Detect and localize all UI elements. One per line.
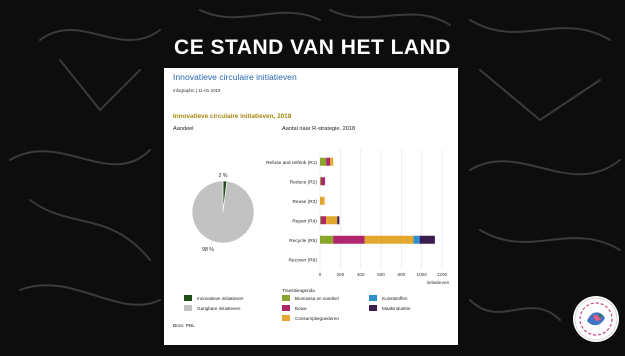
card-meta: Infographic | 11-01-2019: [173, 88, 221, 93]
category-label-2: Reuse (R3): [292, 199, 317, 205]
x-axis-label: initiatieven: [427, 280, 450, 286]
legend-swatch-kunststoffen: [369, 295, 377, 301]
x-tick-label-3: 600: [377, 272, 385, 277]
x-tick-label-4: 800: [397, 272, 405, 277]
bar-4-0: [320, 235, 334, 244]
infographic-card: Innovatieve circulaire initiatieven Info…: [164, 68, 458, 345]
category-label-0: Refuse and rethink (R1): [266, 160, 317, 166]
legend-gangbaar: Gangbare initiatieven: [184, 305, 240, 311]
card-heading[interactable]: Innovatieve circulaire initiatieven: [173, 72, 297, 82]
share-label: Aandeel: [173, 126, 194, 132]
bar-0-0: [320, 157, 327, 166]
category-label-5: Recover (R6): [288, 257, 317, 263]
infographic-title: Innovatieve circulaire initiatieven, 201…: [173, 113, 292, 120]
legend-consumptiegoederen: Consumptiegoederen: [282, 315, 339, 321]
x-tick-label-2: 400: [357, 272, 365, 277]
legend-bouw: Bouw: [282, 305, 307, 311]
pie-label-gangbaar: 98 %: [202, 247, 214, 253]
category-label-4: Recycle (R5): [289, 238, 317, 244]
logo-emblem-icon: [574, 297, 618, 341]
legend-biomassa: Biomassa en voedsel: [282, 295, 339, 301]
legend-label-maakindustrie: Maakindustrie: [382, 305, 411, 311]
legend-swatch-gangbaar: [184, 305, 192, 311]
x-tick-label-1: 200: [336, 272, 344, 277]
legend-swatch-consumptiegoederen: [282, 315, 290, 321]
bar-1-1: [321, 177, 326, 186]
x-tick-label-6: 1200: [437, 272, 448, 277]
x-tick-label-5: 1000: [417, 272, 428, 277]
legend-swatch-bouw: [282, 305, 290, 311]
bar-3-1: [321, 216, 327, 225]
legend-label-kunststoffen: Kunststoffen: [382, 295, 408, 301]
legend-label-biomassa: Biomassa en voedsel: [295, 295, 339, 301]
bar-1-0: [320, 177, 322, 186]
bar-4-2: [364, 235, 414, 244]
legend-label-consumptiegoederen: Consumptiegoederen: [295, 315, 339, 321]
bar-4-1: [333, 235, 365, 244]
legend-swatch-innovatief: [184, 295, 192, 301]
bar-chart-label: Aantal naar R-strategie, 2018: [282, 126, 356, 132]
bar-4-3: [413, 235, 420, 244]
bar-4-4: [419, 235, 435, 244]
bar-3-0: [320, 216, 322, 225]
bar-0-1: [326, 157, 331, 166]
logo: [573, 296, 619, 342]
source-note: Bron: PBL: [173, 324, 195, 329]
legend-innovatief: Innovatieve initiatieven: [184, 295, 243, 301]
bar-3-2: [326, 216, 338, 225]
legend-swatch-biomassa: [282, 295, 290, 301]
category-label-1: Reduce (R2): [290, 179, 318, 185]
legend-swatch-maakindustrie: [369, 305, 377, 311]
bar-3-4: [337, 216, 340, 225]
bar-2-2: [320, 196, 325, 205]
slide-title: CE STAND VAN HET LAND: [174, 36, 451, 59]
bar-0-2: [330, 157, 334, 166]
category-label-3: Repair (R4): [292, 218, 317, 224]
legend-label-gangbaar: Gangbare initiatieven: [197, 305, 241, 311]
x-tick-label-0: 0: [319, 272, 322, 277]
legend-title: Transitieagenda: [282, 288, 315, 293]
legend-label-bouw: Bouw: [295, 305, 307, 311]
chart-canvas: 2 % 98 % 0 200 400 600 800 1000 1200 initiatieven…: [191, 150, 450, 286]
legend-maakindustrie: Maakindustrie: [369, 305, 411, 311]
pie-label-innovatief: 2 %: [219, 173, 228, 179]
legend-kunststoffen: Kunststoffen: [369, 295, 407, 301]
pie-slice-1: [191, 180, 255, 244]
legend-label-innovatief: Innovatieve initiatieven: [197, 295, 244, 301]
